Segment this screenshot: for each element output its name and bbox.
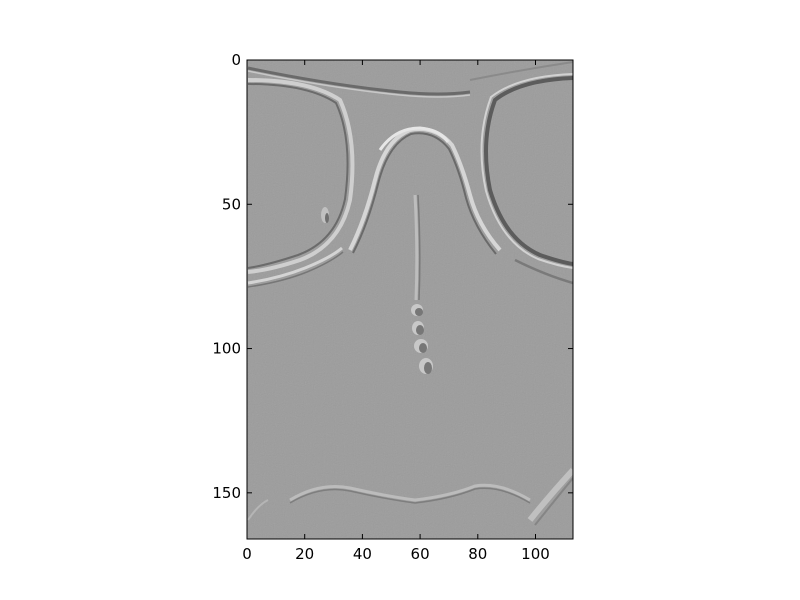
- y-tick-label: 150: [212, 484, 241, 502]
- y-axis-ticks: 0 50 100 150: [212, 51, 573, 502]
- x-tick-label: 0: [242, 545, 252, 563]
- x-tick-label: 40: [353, 545, 372, 563]
- x-tick-label: 20: [295, 545, 314, 563]
- plot-frame: [246, 59, 574, 540]
- embossed-image: [247, 60, 573, 539]
- x-tick-label: 80: [468, 545, 487, 563]
- x-axis-ticks: 0 20 40 60 80 100: [242, 60, 550, 563]
- glasses-right-frame: [484, 76, 573, 266]
- glasses-left-frame: [247, 78, 355, 274]
- image-background: [247, 60, 573, 539]
- x-tick-label: 60: [411, 545, 430, 563]
- y-tick-label: 100: [212, 340, 241, 358]
- hair-line-top: [247, 66, 471, 96]
- nose-ridge: [411, 194, 433, 374]
- y-tick-label: 50: [222, 195, 241, 213]
- x-tick-label: 100: [521, 545, 550, 563]
- y-tick-label: 0: [231, 51, 241, 69]
- mouth-contour: [289, 483, 531, 502]
